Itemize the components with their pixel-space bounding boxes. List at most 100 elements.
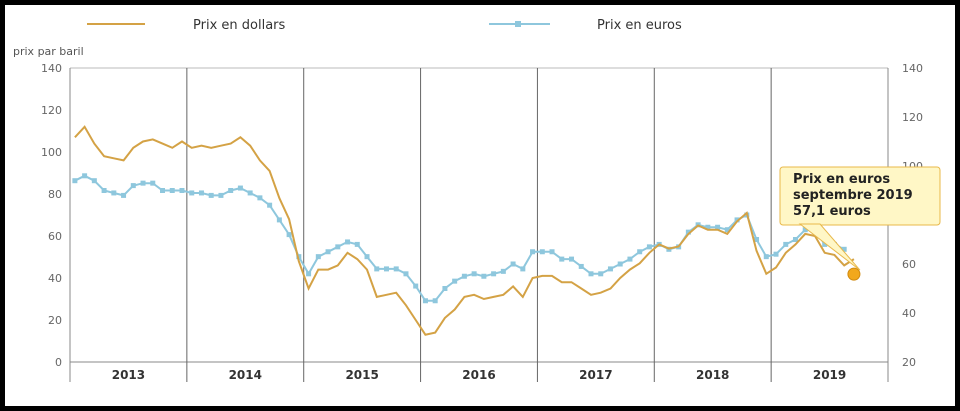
data-point-euros [140, 180, 146, 186]
data-point-euros [783, 241, 789, 247]
data-point-euros [530, 249, 536, 255]
left-tick-label: 140 [41, 62, 62, 75]
data-point-euros [257, 195, 263, 201]
x-tick-label: 2018 [696, 368, 729, 382]
data-point-euros [734, 217, 740, 223]
data-point-euros [637, 249, 643, 255]
data-point-euros [715, 224, 721, 230]
data-point-euros [374, 266, 380, 272]
data-point-euros [208, 192, 214, 198]
data-point-euros [539, 249, 545, 255]
data-point-euros [72, 178, 78, 184]
data-point-euros [510, 261, 516, 267]
data-point-euros [169, 188, 175, 193]
oil-price-chart: 2013 2014 2015 2016 2017 2018 2019 0 20 40 60 80 100… [13, 18, 941, 382]
data-point-euros [111, 190, 117, 196]
data-point-euros [198, 190, 204, 196]
data-point-euros [569, 256, 575, 262]
data-point-euros [364, 254, 370, 260]
data-point-euros [413, 283, 419, 289]
data-point-euros [422, 298, 428, 304]
data-point-euros [150, 180, 156, 186]
data-point-euros [228, 188, 234, 193]
data-point-euros [617, 261, 623, 267]
left-tick-label: 20 [48, 314, 62, 327]
right-tick-label: 20 [902, 356, 916, 369]
data-point-euros [578, 263, 584, 269]
data-point-euros [393, 266, 399, 272]
data-point-euros [500, 268, 506, 274]
data-point-euros [627, 256, 633, 262]
x-tick-label: 2014 [229, 368, 262, 382]
right-tick-label: 140 [902, 62, 923, 75]
data-point-euros [276, 217, 282, 223]
data-point-euros [306, 271, 312, 277]
x-tick-label: 2017 [579, 368, 612, 382]
data-point-euros [442, 286, 448, 291]
data-point-euros [481, 273, 487, 279]
data-point-euros [461, 273, 467, 279]
x-tick-label: 2019 [813, 368, 846, 382]
data-point-euros [179, 188, 185, 193]
data-point-euros [705, 224, 711, 230]
data-point-euros [754, 237, 760, 242]
right-tick-label: 40 [902, 307, 916, 320]
legend-label-euros: Prix en euros [597, 18, 682, 33]
right-tick-label: 120 [902, 111, 923, 124]
data-point-euros [325, 249, 331, 255]
data-point-euros [763, 254, 769, 260]
data-point-euros [383, 266, 389, 272]
data-point-euros [491, 271, 497, 277]
data-point-euros [335, 244, 341, 250]
left-tick-label: 60 [48, 230, 62, 243]
annotation-point-marker [847, 267, 861, 281]
annotation-line: 57,1 euros [793, 204, 871, 219]
left-tick-label: 100 [41, 146, 62, 159]
data-point-euros [452, 278, 458, 284]
left-tick-label: 40 [48, 272, 62, 285]
left-tick-label: 80 [48, 188, 62, 201]
data-point-euros [130, 183, 136, 189]
data-point-euros [345, 239, 351, 245]
data-point-euros [354, 241, 360, 247]
data-point-euros [685, 229, 691, 235]
series-line-dollars [74, 125, 855, 336]
data-point-euros [121, 192, 127, 198]
data-point-euros [189, 190, 195, 196]
data-point-euros [598, 271, 604, 277]
legend-marker-euros [515, 21, 521, 27]
data-point-euros [792, 237, 798, 242]
data-point-euros [520, 266, 526, 272]
x-tick-label: 2013 [112, 368, 145, 382]
data-point-euros [773, 251, 779, 257]
data-point-euros [315, 254, 321, 260]
annotation-line: Prix en euros [793, 172, 890, 187]
data-point-euros [296, 254, 302, 260]
data-point-euros [822, 241, 828, 247]
left-tick-label: 0 [55, 356, 62, 369]
annotation-pointer [798, 223, 861, 271]
data-point-euros [403, 271, 409, 277]
legend-label-dollars: Prix en dollars [193, 18, 286, 33]
data-point-euros [160, 188, 166, 193]
annotation-box [779, 166, 941, 226]
data-point-euros [841, 246, 847, 252]
data-point-euros [432, 298, 438, 304]
data-point-euros [247, 190, 253, 196]
left-tick-label: 120 [41, 104, 62, 117]
data-point-euros [588, 271, 594, 277]
data-point-euros [471, 271, 477, 277]
data-point-euros [802, 227, 808, 233]
data-point-euros [82, 173, 88, 179]
data-point-euros [218, 192, 224, 198]
data-point-euros [237, 185, 243, 191]
data-point-euros [286, 232, 292, 238]
y-axis-title: prix par baril [13, 45, 84, 58]
data-point-euros [607, 266, 613, 272]
data-point-euros [646, 244, 652, 250]
data-point-euros [91, 178, 97, 184]
data-point-euros [559, 256, 565, 262]
right-tick-label: 60 [902, 258, 916, 271]
data-point-euros [101, 188, 107, 193]
annotation-line: septembre 2019 [793, 188, 913, 203]
